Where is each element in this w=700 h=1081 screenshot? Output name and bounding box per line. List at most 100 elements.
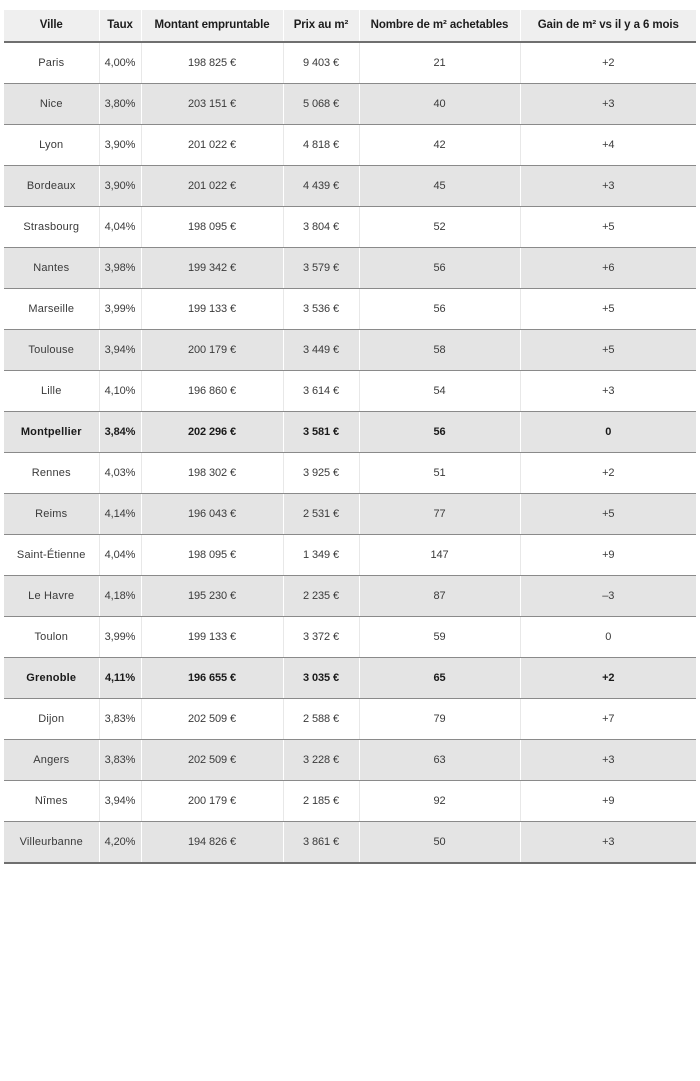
cell-gain: +3 [520,821,696,864]
cell-prix: 3 372 € [283,616,360,658]
cell-nombre: 59 [359,616,521,658]
table-row: Nîmes 3,94% 200 179 €2 185 €92 +9 [4,780,696,822]
cell-prix: 3 861 € [283,821,360,864]
cell-taux: 3,90% [99,165,142,207]
cell-ville: Marseille [4,288,100,330]
cell-nombre: 21 [359,41,521,84]
cell-gain: +5 [520,493,696,535]
cell-nombre: 63 [359,739,521,781]
cell-montant: 203 151 € [141,83,284,125]
cell-ville: Lyon [4,124,100,166]
cell-taux: 3,84% [99,411,142,453]
cell-prix: 3 449 € [283,329,360,371]
cell-taux: 3,94% [99,780,142,822]
table-row: Marseille 3,99% 199 133 €3 536 €56 +5 [4,288,696,330]
cell-ville: Dijon [4,698,100,740]
cell-ville: Paris [4,41,100,84]
table-row: Bordeaux 3,90% 201 022 €4 439 €45 +3 [4,165,696,207]
cell-ville: Villeurbanne [4,821,100,864]
column-header-taux: Taux [99,10,142,43]
cell-prix: 3 581 € [283,411,360,453]
table-row: Strasbourg 4,04% 198 095 €3 804 €52 +5 [4,206,696,248]
cell-ville: Reims [4,493,100,535]
cell-taux: 4,20% [99,821,142,864]
table-row: Dijon 3,83% 202 509 €2 588 €79 +7 [4,698,696,740]
cell-prix: 3 035 € [283,657,360,699]
cell-prix: 2 185 € [283,780,360,822]
column-header-gain: Gain de m² vs il y a 6 mois [520,10,696,43]
cell-prix: 2 235 € [283,575,360,617]
cell-montant: 196 655 € [141,657,284,699]
cell-nombre: 51 [359,452,521,494]
cell-taux: 4,04% [99,534,142,576]
cell-nombre: 54 [359,370,521,412]
cell-taux: 4,14% [99,493,142,535]
cell-taux: 3,99% [99,616,142,658]
cell-taux: 4,10% [99,370,142,412]
cell-ville: Bordeaux [4,165,100,207]
cell-prix: 5 068 € [283,83,360,125]
cell-nombre: 45 [359,165,521,207]
cell-gain: +3 [520,165,696,207]
table-row: Toulon 3,99% 199 133 €3 372 €59 0 [4,616,696,658]
cell-gain: +5 [520,329,696,371]
cell-ville: Nîmes [4,780,100,822]
cell-ville: Angers [4,739,100,781]
table-row: Nantes 3,98% 199 342 €3 579 €56 +6 [4,247,696,289]
cell-montant: 199 133 € [141,616,284,658]
cell-nombre: 65 [359,657,521,699]
cell-montant: 200 179 € [141,780,284,822]
cell-prix: 1 349 € [283,534,360,576]
table-row: Villeurbanne 4,20% 194 826 €3 861 €50 +3 [4,821,696,864]
cell-prix: 3 579 € [283,247,360,289]
cell-nombre: 56 [359,288,521,330]
cell-nombre: 50 [359,821,521,864]
table-header: Ville Taux Montant empruntable Prix au m… [4,10,696,43]
cell-montant: 201 022 € [141,124,284,166]
immobilier-data-table: Ville Taux Montant empruntable Prix au m… [4,10,696,864]
cell-ville: Lille [4,370,100,412]
cell-gain: +2 [520,41,696,84]
table-row: Toulouse 3,94% 200 179 €3 449 €58 +5 [4,329,696,371]
cell-nombre: 56 [359,411,521,453]
cell-taux: 3,98% [99,247,142,289]
cell-gain: +7 [520,698,696,740]
cell-nombre: 92 [359,780,521,822]
cell-gain: 0 [520,616,696,658]
cell-gain: +3 [520,739,696,781]
table-row: Rennes 4,03% 198 302 €3 925 €51 +2 [4,452,696,494]
table-row: Lille 4,10% 196 860 €3 614 €54 +3 [4,370,696,412]
table-container: Ville Taux Montant empruntable Prix au m… [4,10,696,864]
cell-gain: +5 [520,288,696,330]
cell-montant: 198 825 € [141,41,284,84]
cell-montant: 195 230 € [141,575,284,617]
cell-gain: +9 [520,780,696,822]
cell-taux: 3,83% [99,739,142,781]
cell-montant: 194 826 € [141,821,284,864]
header-row: Ville Taux Montant empruntable Prix au m… [4,10,696,43]
cell-nombre: 40 [359,83,521,125]
table-row: Saint-Étienne 4,04% 198 095 €1 349 €147 +9 [4,534,696,576]
cell-gain: +5 [520,206,696,248]
cell-nombre: 42 [359,124,521,166]
cell-ville: Montpellier [4,411,100,453]
cell-taux: 3,90% [99,124,142,166]
cell-taux: 3,83% [99,698,142,740]
cell-gain: +6 [520,247,696,289]
cell-gain: –3 [520,575,696,617]
cell-ville: Saint-Étienne [4,534,100,576]
cell-nombre: 52 [359,206,521,248]
cell-gain: +3 [520,83,696,125]
table-row: Grenoble 4,11% 196 655 €3 035 €65 +2 [4,657,696,699]
cell-montant: 202 509 € [141,739,284,781]
cell-taux: 3,80% [99,83,142,125]
cell-gain: 0 [520,411,696,453]
cell-nombre: 87 [359,575,521,617]
cell-prix: 3 536 € [283,288,360,330]
cell-montant: 199 133 € [141,288,284,330]
cell-nombre: 147 [359,534,521,576]
cell-prix: 3 228 € [283,739,360,781]
cell-prix: 4 818 € [283,124,360,166]
cell-montant: 201 022 € [141,165,284,207]
cell-taux: 3,94% [99,329,142,371]
